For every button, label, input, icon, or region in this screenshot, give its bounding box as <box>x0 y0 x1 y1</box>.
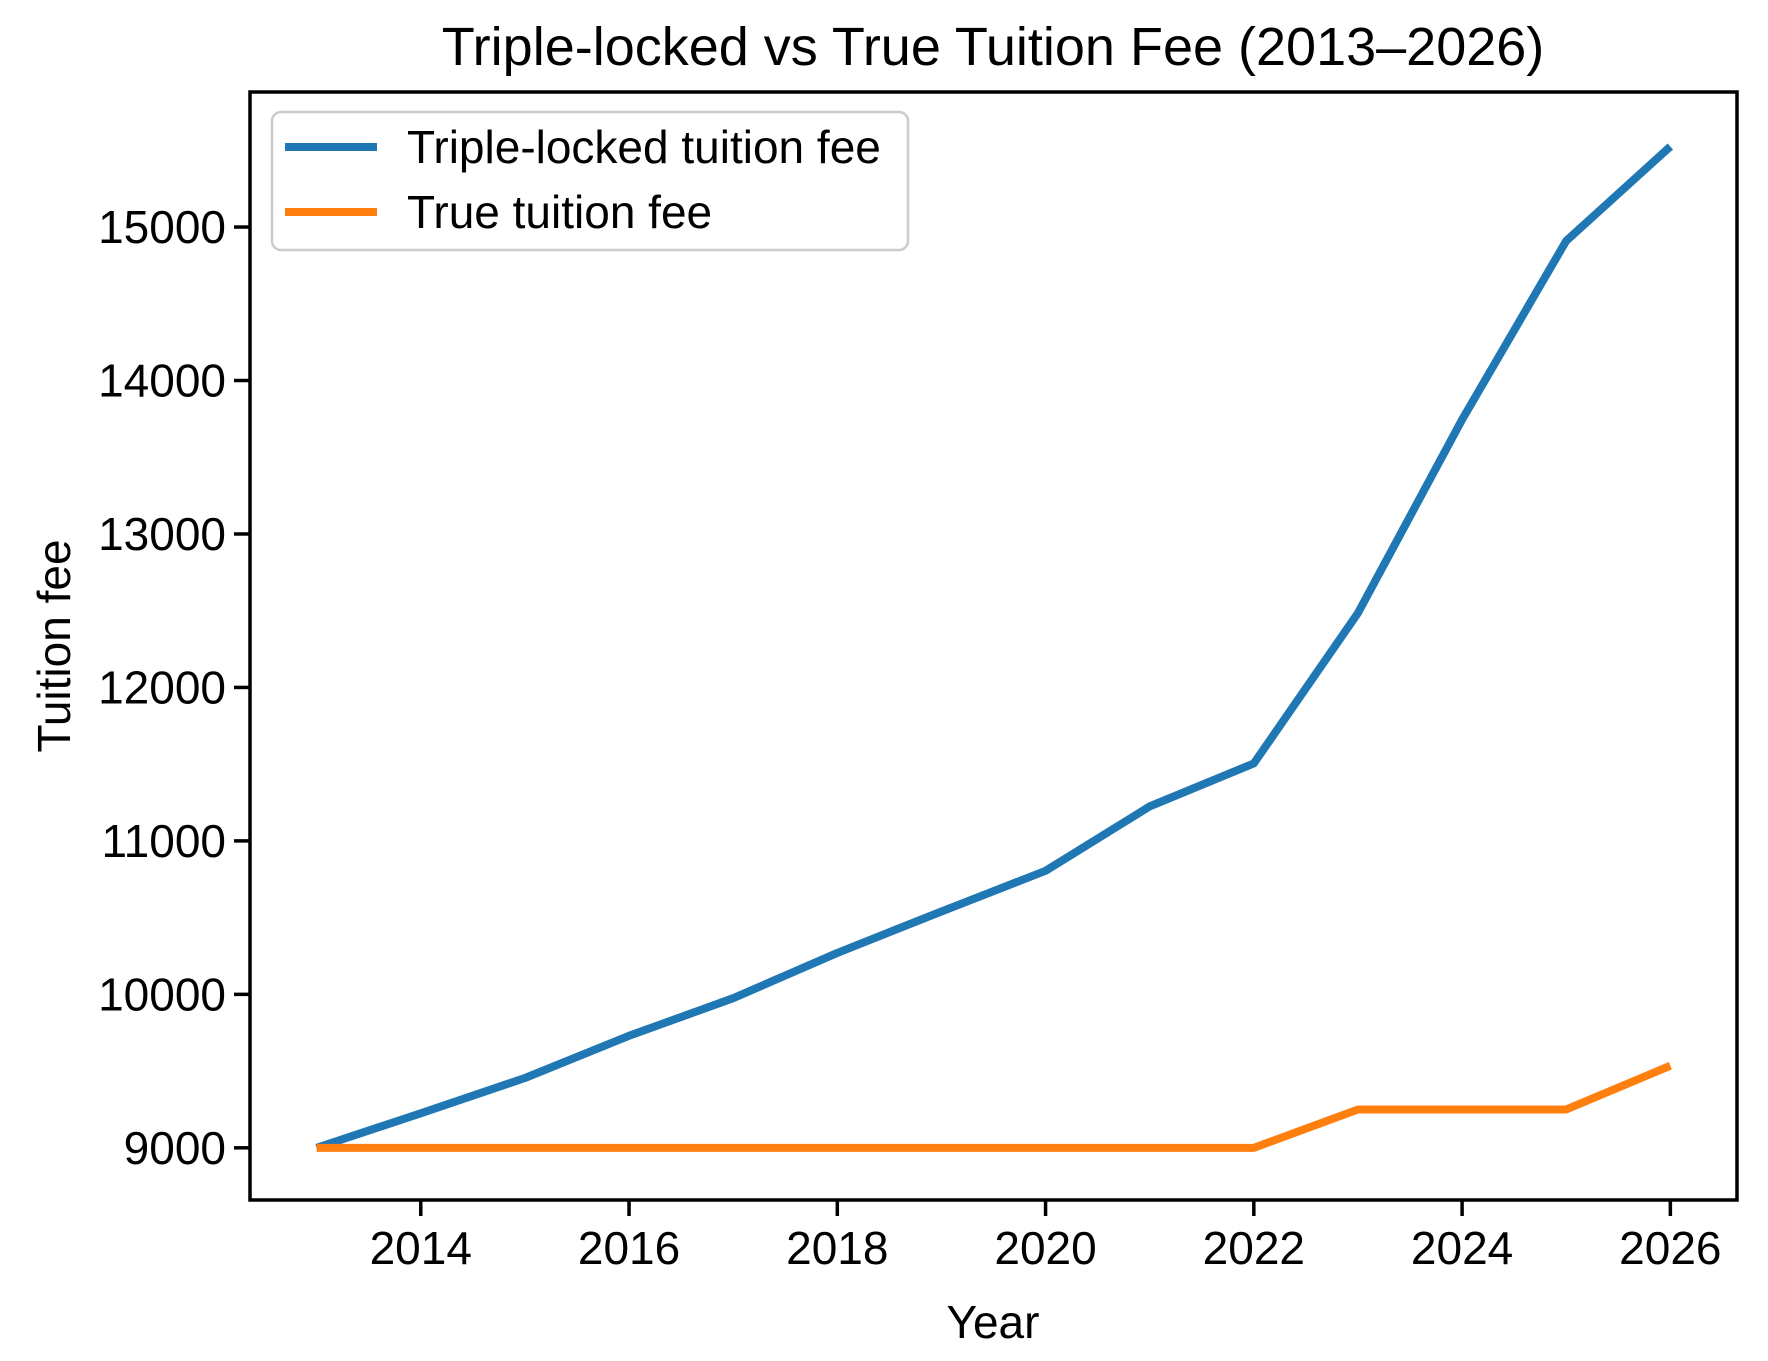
legend-label-true-fee: True tuition fee <box>407 186 712 238</box>
x-tick-label: 2014 <box>370 1222 472 1274</box>
y-tick-label: 13000 <box>98 508 226 560</box>
y-tick-label: 9000 <box>124 1122 226 1174</box>
x-tick-label: 2026 <box>1619 1222 1721 1274</box>
y-tick-label: 15000 <box>98 201 226 253</box>
series-line-triple-locked <box>315 143 1674 1152</box>
x-tick-label: 2016 <box>578 1222 680 1274</box>
y-axis-label: Tuition fee <box>28 539 80 752</box>
legend-label-triple-locked: Triple-locked tuition fee <box>407 121 881 173</box>
y-tick-label: 10000 <box>98 968 226 1020</box>
series-lines <box>315 143 1674 1152</box>
y-tick-label: 12000 <box>98 661 226 713</box>
x-tick-label: 2024 <box>1411 1222 1513 1274</box>
x-tick-label: 2020 <box>994 1222 1096 1274</box>
plot-area <box>248 90 1739 1202</box>
y-axis-ticks: 9000 10000 11000 12000 13000 14000 15000 <box>98 201 250 1174</box>
x-axis-label: Year <box>947 1296 1040 1348</box>
series-line-true-fee <box>316 1062 1672 1152</box>
chart-title: Triple-locked vs True Tuition Fee (2013–… <box>442 17 1545 77</box>
x-tick-label: 2018 <box>786 1222 888 1274</box>
x-tick-label: 2022 <box>1203 1222 1305 1274</box>
legend-frame <box>270 110 910 252</box>
y-tick-label: 11000 <box>101 815 226 867</box>
legend: Triple-locked tuition fee True tuition f… <box>270 110 910 252</box>
y-tick-label: 14000 <box>98 355 226 407</box>
x-axis-ticks: 2014 2016 2018 2020 2022 2024 2026 <box>370 1200 1722 1274</box>
